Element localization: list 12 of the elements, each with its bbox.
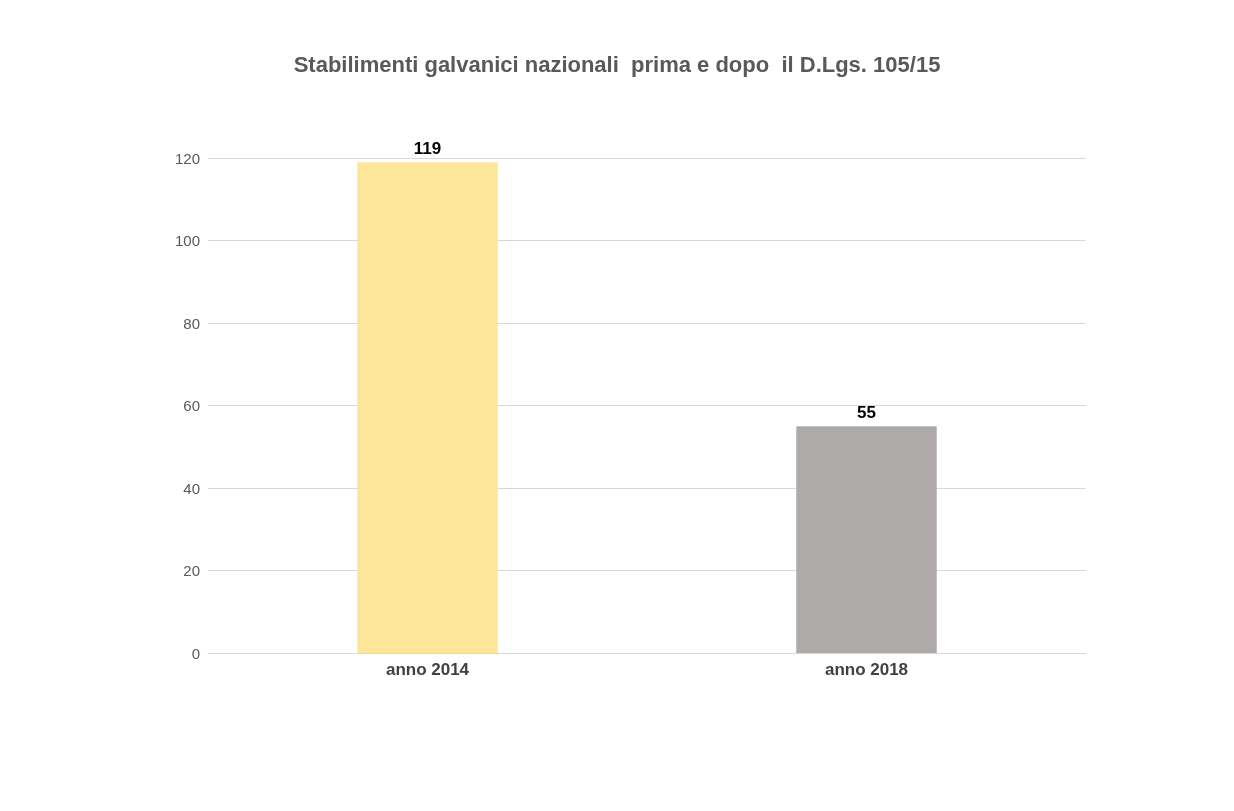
- y-tick-label: 100: [174, 232, 200, 249]
- y-tick-label: 20: [183, 562, 200, 579]
- y-tick-label: 0: [191, 644, 200, 662]
- data-label: 55: [857, 403, 876, 423]
- chart-title: Stabilimenti galvanici nazionali prima e dopo il D.Lgs. 105/15: [293, 51, 941, 77]
- y-tick-label: 60: [183, 397, 200, 414]
- y-tick-label: 120: [174, 149, 200, 167]
- y-tick-label: 40: [183, 479, 200, 497]
- x-tick-label: anno 2018: [824, 660, 909, 679]
- x-tick-label: anno 2014: [385, 660, 470, 679]
- data-label: 119: [413, 139, 442, 159]
- y-tick-label: 80: [183, 314, 200, 332]
